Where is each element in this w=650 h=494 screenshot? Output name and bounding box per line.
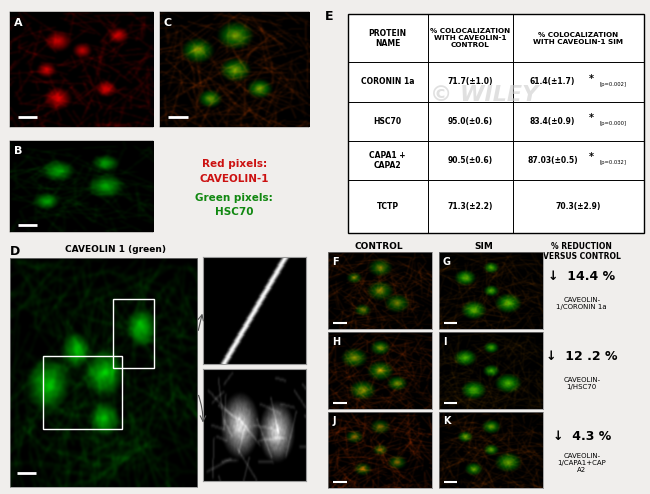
Text: 71.3(±2.2): 71.3(±2.2) [448, 202, 493, 211]
Text: *: * [589, 113, 594, 123]
Text: % COLOCALIZATION
WITH CAVEOLIN-1
CONTROL: % COLOCALIZATION WITH CAVEOLIN-1 CONTROL [430, 28, 510, 48]
Text: F: F [332, 257, 339, 267]
Text: CORONIN 1a: CORONIN 1a [361, 78, 415, 86]
Text: PROTEIN
NAME: PROTEIN NAME [369, 29, 407, 48]
Text: CAVEOLIN-
1/HSC70: CAVEOLIN- 1/HSC70 [563, 376, 601, 390]
Text: 95.0(±0.6): 95.0(±0.6) [448, 117, 493, 126]
Text: 90.5(±0.6): 90.5(±0.6) [448, 156, 493, 165]
Text: C: C [164, 18, 172, 28]
Text: E: E [325, 10, 333, 23]
Text: HSC70: HSC70 [215, 207, 254, 217]
Text: H: H [332, 337, 341, 347]
Text: CONTROL: CONTROL [354, 242, 403, 250]
Bar [44, 356, 122, 429]
Text: CAVEOLIN-
1/CAPA1+CAP
A2: CAVEOLIN- 1/CAPA1+CAP A2 [558, 453, 606, 473]
Text: A: A [14, 18, 23, 28]
Text: © WILEY: © WILEY [430, 84, 538, 105]
Text: HSC70: HSC70 [374, 117, 402, 126]
Text: % REDUCTION
VERSUS CONTROL: % REDUCTION VERSUS CONTROL [543, 242, 621, 261]
Text: D: D [10, 245, 20, 258]
Text: % COLOCALIZATION
WITH CAVEOLIN-1 SIM: % COLOCALIZATION WITH CAVEOLIN-1 SIM [534, 32, 623, 45]
Text: ↓  4.3 %: ↓ 4.3 % [552, 430, 611, 443]
Text: 83.4(±0.9): 83.4(±0.9) [530, 117, 575, 126]
Text: [p=0.032]: [p=0.032] [599, 161, 627, 165]
Text: G: G [443, 257, 451, 267]
Text: 87.03(±0.5): 87.03(±0.5) [527, 156, 578, 165]
Text: J: J [332, 416, 336, 426]
Text: [p=0.002]: [p=0.002] [599, 82, 627, 87]
Text: Red pixels:: Red pixels: [202, 159, 266, 169]
Bar [112, 299, 154, 368]
Text: ↓  12 .2 %: ↓ 12 .2 % [546, 350, 618, 363]
Text: B: B [14, 146, 22, 156]
Text: ↓  14.4 %: ↓ 14.4 % [548, 270, 616, 283]
Text: *: * [589, 74, 594, 83]
Text: CAVEOLIN 1 (green): CAVEOLIN 1 (green) [65, 245, 166, 254]
Text: 70.3(±2.9): 70.3(±2.9) [556, 202, 601, 211]
Text: CAVEOLIN-
1/CORONIN 1a: CAVEOLIN- 1/CORONIN 1a [556, 297, 607, 310]
Text: CAPA1 +
CAPA2: CAPA1 + CAPA2 [369, 151, 406, 170]
Text: K: K [443, 416, 450, 426]
Text: Green pixels:: Green pixels: [195, 193, 273, 203]
Text: I: I [443, 337, 447, 347]
Text: 71.7(±1.0): 71.7(±1.0) [448, 78, 493, 86]
Text: TCTP: TCTP [376, 202, 398, 211]
Text: CAVEOLIN-1: CAVEOLIN-1 [200, 174, 269, 184]
Text: 61.4(±1.7): 61.4(±1.7) [530, 78, 575, 86]
Text: [p=0.000]: [p=0.000] [599, 121, 627, 126]
Text: *: * [589, 152, 594, 162]
Text: SIM: SIM [474, 242, 494, 250]
